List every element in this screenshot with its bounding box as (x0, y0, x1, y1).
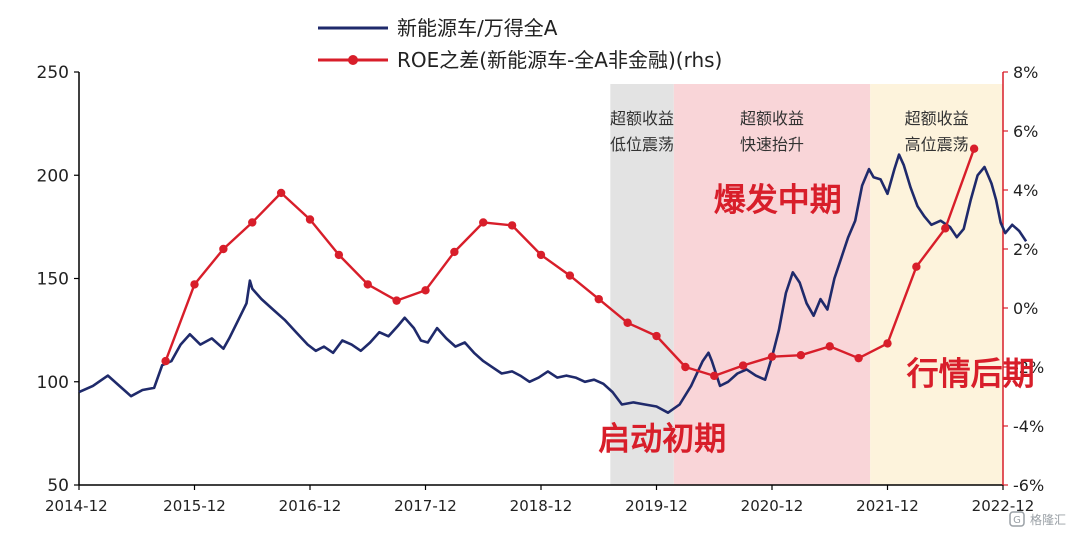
annotation-2: 爆发中期 (714, 181, 842, 219)
phase-region-2-label-line-1: 超额收益 (740, 109, 804, 128)
right-tick-label-6: 6% (1013, 122, 1038, 141)
series-2-point-0 (161, 356, 170, 366)
series-2-point-3 (248, 218, 257, 227)
left-tick-label-2: 150 (37, 270, 69, 290)
x-tick-label-2: 2016-12 (279, 497, 342, 515)
series-2-point-22 (796, 351, 806, 360)
left-tick-label-0: 50 (47, 476, 69, 496)
right-tick-label-3: 0% (1013, 299, 1038, 318)
phase-region-2 (673, 84, 871, 485)
phase-regions (610, 84, 1003, 485)
legend-swatch-dot-2 (348, 55, 358, 65)
series-2-point-25 (883, 339, 892, 348)
series-2-point-1 (190, 280, 199, 289)
series-2-point-6 (334, 250, 344, 260)
series-2-point-14 (565, 271, 575, 280)
series-2-point-9 (421, 286, 430, 295)
x-tick-label-1: 2015-12 (163, 497, 226, 515)
annotation-3: 行情后期 (907, 355, 1035, 393)
series-2-point-28 (969, 144, 979, 153)
legend: 新能源车/万得全A ROE之差(新能源车-全A非金融)(rhs) (318, 16, 722, 72)
left-tick-label-1: 100 (37, 373, 69, 393)
series-2-point-19 (710, 371, 719, 381)
series-layer (78, 144, 1028, 414)
series-2-point-4 (276, 188, 286, 198)
legend-label-2: ROE之差(新能源车-全A非金融)(rhs) (397, 48, 722, 72)
svg-text:格隆汇: 格隆汇 (1030, 512, 1066, 527)
legend-label-1: 新能源车/万得全A (397, 16, 558, 40)
right-axis-ticks: -6% -4% -2% 0% 2% 4% 6% 8% (1003, 63, 1044, 495)
series-2-point-13 (536, 250, 546, 260)
phase-region-3-label-line-2: 高位震荡 (905, 135, 969, 154)
right-tick-label-2: -2% (1013, 358, 1044, 377)
watermark-logo: G 格隆汇 (1009, 511, 1066, 527)
x-tick-label-0: 2014-12 (45, 497, 108, 515)
left-axis-ticks: 50 100 150 200 250 (37, 63, 79, 496)
series-2-point-23 (825, 342, 834, 351)
series-2-point-18 (681, 362, 690, 372)
x-tick-label-6: 2020-12 (741, 497, 804, 515)
series-2-point-2 (219, 244, 228, 254)
series-2-point-17 (652, 331, 661, 341)
phase-region-1 (610, 84, 674, 485)
right-tick-label-4: 2% (1013, 240, 1038, 259)
phase-region-1-label-line-1: 超额收益 (610, 109, 674, 128)
series-2-point-7 (363, 280, 372, 289)
series-2-point-20 (738, 361, 748, 370)
left-tick-label-4: 250 (37, 63, 69, 83)
phase-region-1-label-line-2: 低位震荡 (610, 135, 674, 154)
series-2-point-27 (941, 224, 950, 233)
series-2-point-8 (392, 296, 401, 305)
right-tick-label-7: 8% (1013, 63, 1038, 82)
x-tick-label-4: 2018-12 (510, 497, 573, 515)
series-2-point-15 (594, 294, 603, 304)
right-tick-label-1: -4% (1013, 417, 1044, 436)
phase-region-3 (870, 84, 1003, 485)
right-tick-label-5: 4% (1013, 181, 1038, 200)
phase-region-3-label-line-1: 超额收益 (905, 109, 969, 128)
series-2-point-12 (507, 221, 517, 230)
series-2-point-11 (479, 218, 488, 227)
x-tick-label-5: 2019-12 (625, 497, 688, 515)
annotation-1: 启动初期 (598, 420, 726, 458)
series-2-point-5 (305, 215, 315, 224)
right-tick-label-0: -6% (1013, 476, 1044, 495)
x-tick-label-7: 2021-12 (856, 497, 919, 515)
series-2-point-16 (623, 318, 632, 327)
series-line-1 (78, 153, 1028, 414)
left-tick-label-3: 200 (37, 166, 69, 186)
x-axis-ticks: 2014-12 2015-12 2016-12 2017-12 2018-12 2019-… (45, 485, 1034, 515)
series-2-point-21 (767, 352, 777, 361)
x-tick-label-8: 2022-12 (972, 497, 1035, 515)
series-2-point-10 (450, 247, 459, 257)
phase-region-2-label-line-2: 快速抬升 (740, 135, 804, 154)
x-tick-label-3: 2017-12 (394, 497, 457, 515)
series-2-point-26 (912, 262, 921, 271)
svg-text:G: G (1013, 515, 1021, 526)
series-2-point-24 (854, 353, 863, 363)
